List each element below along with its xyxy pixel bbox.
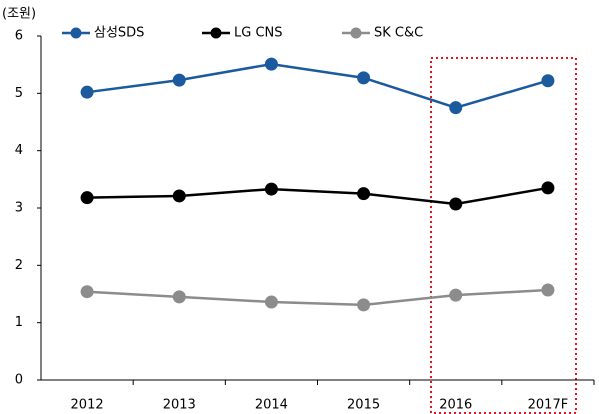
y-tick-label: 1 [15, 315, 23, 330]
point [449, 197, 463, 211]
point [80, 85, 94, 99]
y-tick-label: 2 [15, 258, 23, 273]
x-tick-label: 2017F [528, 398, 569, 413]
point [541, 283, 555, 297]
x-tick-label: 2013 [163, 398, 196, 413]
y-axis-label: (조원) [2, 7, 36, 22]
point [357, 71, 371, 85]
y-tick-label: 4 [15, 143, 23, 158]
point [172, 73, 186, 87]
legend-label: SK C&C [374, 26, 423, 41]
x-tick-label: 2016 [439, 398, 472, 413]
legend-marker [350, 27, 362, 39]
x-tick-label: 2014 [255, 398, 288, 413]
y-tick-label: 5 [15, 86, 23, 101]
series-line [87, 186, 549, 206]
point [172, 189, 186, 203]
legend-label: LG CNS [234, 26, 283, 41]
y-tick-label: 6 [15, 29, 23, 44]
series-line [87, 288, 548, 307]
point [449, 101, 463, 115]
point [264, 182, 278, 196]
x-tick-label: 2015 [347, 398, 380, 413]
legend-marker [210, 27, 222, 39]
point [449, 288, 463, 302]
point [541, 74, 555, 88]
point [80, 285, 94, 299]
point [264, 57, 278, 71]
x-tick-label: 2012 [71, 398, 104, 413]
point [172, 290, 186, 304]
legend-marker [70, 27, 82, 39]
point [264, 295, 278, 309]
y-tick-label: 3 [15, 201, 23, 216]
point [541, 181, 555, 195]
point [80, 191, 94, 205]
legend-label: 삼성SDS [94, 26, 144, 41]
y-tick-label: 0 [15, 373, 23, 388]
point [357, 298, 371, 312]
point [357, 187, 371, 201]
series-line [86, 62, 549, 109]
